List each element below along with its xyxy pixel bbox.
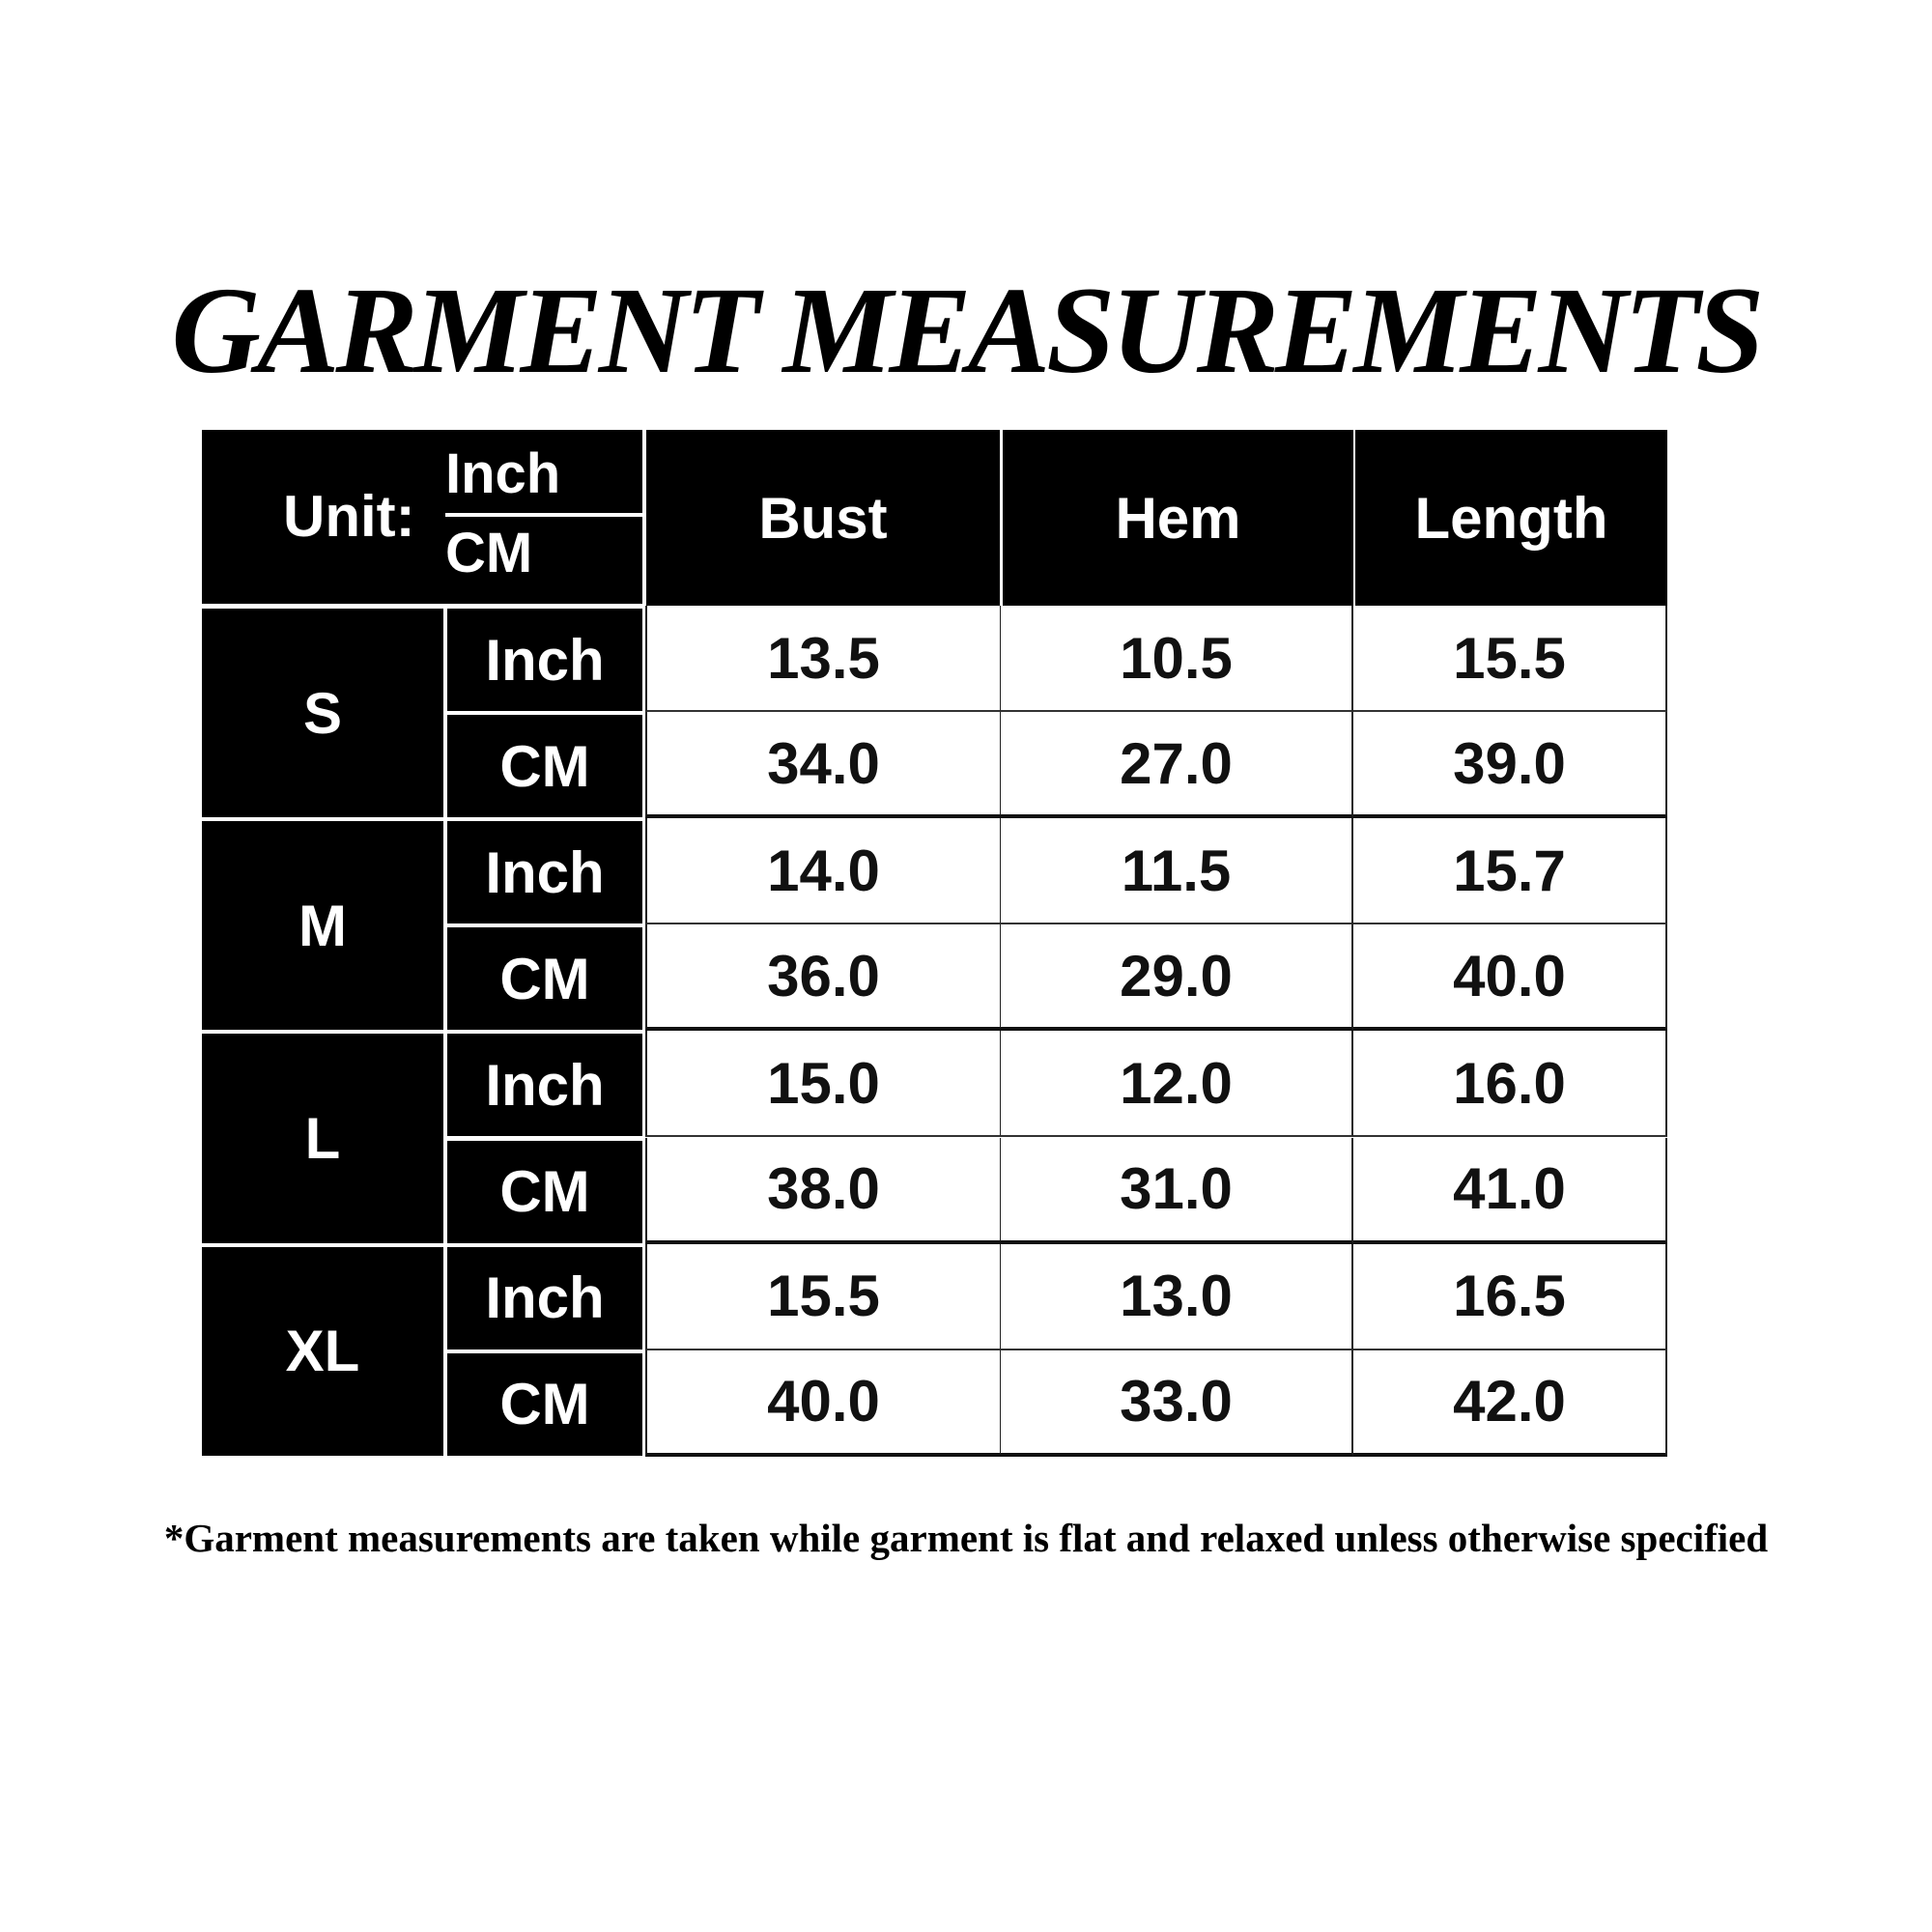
unit-cell: CM: [447, 927, 642, 1031]
column-header-hem: Hem: [1003, 430, 1353, 606]
table-cell-hem: 10.5: [1001, 606, 1353, 713]
table-cell-length: 16.0: [1353, 1031, 1667, 1138]
table-cell-length: 16.5: [1353, 1243, 1667, 1350]
table-cell-hem: 31.0: [1001, 1137, 1353, 1244]
unit-label: Unit:: [283, 484, 415, 549]
size-label-s: S: [202, 609, 443, 818]
size-label-xl: XL: [202, 1246, 443, 1456]
table-cell-hem: 33.0: [1001, 1350, 1353, 1457]
unit-cell: CM: [447, 1140, 642, 1243]
column-header-bust: Bust: [646, 430, 1000, 606]
table-cell-length: 41.0: [1353, 1137, 1667, 1244]
unit-cell: Inch: [447, 1246, 642, 1350]
table-cell-hem: 12.0: [1001, 1031, 1353, 1138]
table-cell-bust: 40.0: [645, 1350, 1002, 1457]
unit-cell: CM: [447, 1352, 642, 1456]
table-cell-length: 42.0: [1353, 1350, 1667, 1457]
unit-header-cell: Unit: Inch CM: [202, 430, 644, 604]
size-label-l: L: [202, 1034, 443, 1243]
table-cell-hem: 29.0: [1001, 924, 1353, 1032]
table-cell-bust: 14.0: [645, 818, 1002, 925]
table-cell-length: 40.0: [1353, 924, 1667, 1032]
table-cell-hem: 11.5: [1001, 818, 1353, 925]
column-header-length: Length: [1355, 430, 1667, 606]
footnote: *Garment measurements are taken while ga…: [163, 1516, 1769, 1560]
page-title: GARMENT MEASUREMENTS: [171, 262, 1765, 399]
table-cell-bust: 38.0: [645, 1137, 1002, 1244]
table-cell-hem: 13.0: [1001, 1243, 1353, 1350]
table-cell-length: 15.5: [1353, 606, 1667, 713]
unit-cell: CM: [447, 715, 642, 818]
table-cell-bust: 15.5: [645, 1243, 1002, 1350]
table-cell-bust: 36.0: [645, 924, 1002, 1032]
table-cell-bust: 13.5: [645, 606, 1002, 713]
table-cell-length: 15.7: [1353, 818, 1667, 925]
unit-top-label: Inch: [445, 442, 561, 505]
table-cell-length: 39.0: [1353, 712, 1667, 819]
fraction-divider: [445, 513, 644, 517]
unit-cell: Inch: [447, 1034, 642, 1137]
size-label-m: M: [202, 821, 443, 1031]
unit-cell: Inch: [447, 821, 642, 924]
table-cell-bust: 34.0: [645, 712, 1002, 819]
unit-cell: Inch: [447, 609, 642, 712]
table-cell-bust: 15.0: [645, 1031, 1002, 1138]
size-chart-table: Unit: Inch CM Bust Hem Length S Inch 13.5 1…: [202, 430, 1667, 1457]
unit-bottom-label: CM: [445, 522, 533, 584]
table-cell-hem: 27.0: [1001, 712, 1353, 819]
